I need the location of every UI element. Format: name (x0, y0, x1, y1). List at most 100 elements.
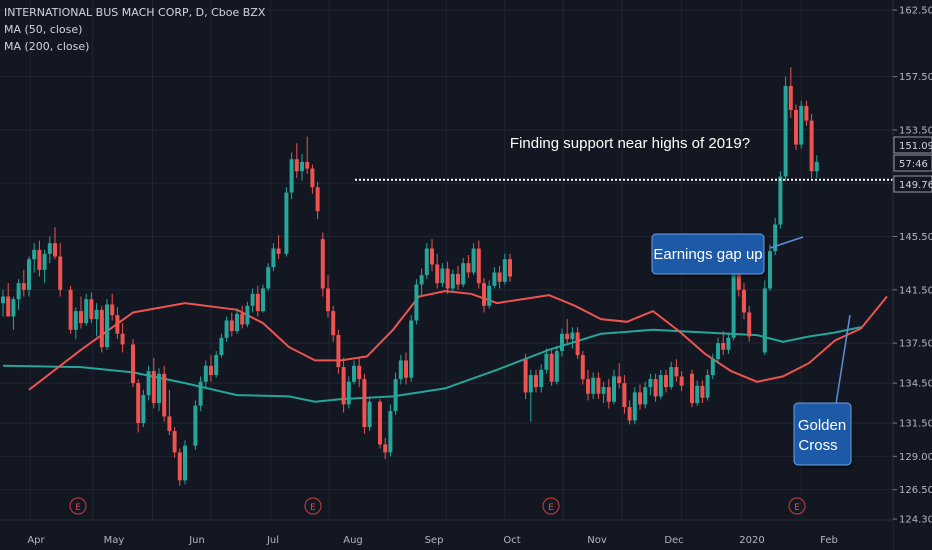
candle-body (466, 263, 471, 273)
ma-200-layer (2, 326, 862, 403)
candle-body (294, 159, 299, 172)
earnings-marker (788, 497, 806, 515)
price-countdown: 57:46 (899, 159, 928, 170)
candle-body (261, 288, 265, 312)
candle-body (266, 267, 271, 289)
ma-200-line (2, 326, 862, 403)
candle-body (445, 268, 450, 289)
candle-body (79, 311, 83, 324)
candle-body (47, 243, 52, 254)
candle-body (523, 359, 528, 393)
candle-body (768, 251, 772, 289)
candle-body (502, 259, 507, 282)
y-tick-label: 129.00 (899, 452, 932, 463)
candle-body (157, 373, 161, 404)
candle-body (219, 337, 224, 356)
candle-body (612, 376, 616, 402)
ma50-legend: MA (50, close) (4, 23, 83, 36)
candle-body (193, 405, 198, 446)
candle-body (461, 263, 466, 285)
candle-body (606, 387, 611, 402)
candle-body (357, 365, 362, 380)
candle-body (674, 367, 679, 377)
candle-body (804, 105, 809, 121)
candle-body (245, 305, 250, 325)
candle-body (320, 239, 325, 289)
candle-body (167, 416, 172, 432)
candle-body (68, 289, 73, 330)
candle-body (638, 392, 642, 405)
x-tick-label: Aug (343, 535, 363, 546)
candle-body (32, 249, 37, 260)
candle-body (799, 105, 804, 145)
candle-body (424, 248, 429, 276)
y-tick-label: 124.30 (899, 515, 932, 526)
candle-body (250, 293, 255, 306)
candle-body (73, 311, 78, 330)
candle-body (105, 304, 109, 348)
price-label-upper: 151.09 (899, 141, 932, 152)
candle-body (575, 332, 580, 356)
candle-body (632, 392, 637, 421)
candle-body (53, 243, 57, 257)
x-tick-label: Feb (820, 535, 838, 546)
candle-body (695, 385, 700, 404)
candle-body (565, 333, 570, 340)
candle-body (131, 344, 135, 384)
candle-body (37, 249, 42, 270)
y-tick-label: 153.50 (899, 125, 932, 136)
candle-body (16, 283, 21, 300)
candle-body (497, 272, 502, 282)
candle-body (198, 381, 203, 406)
candle-body (596, 377, 601, 394)
y-tick-label: 157.50 (899, 72, 932, 83)
candle-body (326, 288, 330, 312)
candle-body (601, 387, 606, 394)
candle-body (549, 353, 554, 382)
candle-body (21, 283, 26, 290)
earnings-marker-label: E (794, 503, 800, 513)
y-tick-label: 131.50 (899, 419, 932, 430)
candle-body (240, 313, 245, 325)
candle-body (11, 299, 16, 317)
candle-body (690, 373, 694, 404)
chart-legend: INTERNATIONAL BUS MACH CORP, D, Cboe BZX… (4, 4, 265, 55)
candle-body (315, 187, 320, 212)
candle-body (716, 343, 720, 360)
candle-body (393, 379, 398, 412)
candle-body (229, 320, 234, 332)
candle-body (487, 285, 492, 306)
candle-body (679, 376, 684, 386)
x-tick-label: May (104, 535, 125, 546)
candle-body (726, 337, 731, 350)
x-tick-label: Apr (27, 535, 45, 546)
cross-callout-line2: Cross (798, 437, 837, 454)
candle-body (331, 311, 336, 336)
x-axis-background (0, 520, 893, 550)
candle-body (42, 253, 47, 270)
candle-body (580, 355, 585, 380)
candle-body (700, 385, 705, 398)
candle-body (1, 296, 5, 304)
candle-body (151, 371, 156, 404)
cross-pointer (835, 314, 851, 405)
y-axis-background (893, 0, 932, 550)
candle-body (177, 452, 182, 481)
candle-body (742, 289, 746, 313)
candle-body (450, 273, 455, 289)
y-tick-label: 162.50 (899, 6, 932, 17)
x-tick-label: 2020 (739, 535, 764, 546)
candle-body (58, 256, 63, 290)
candle-body (172, 431, 177, 453)
candle-body (352, 365, 356, 382)
gap-callout-text: Earnings gap up (653, 246, 762, 263)
candle-body (209, 365, 213, 376)
candle-body (388, 411, 393, 453)
candle-body (398, 360, 403, 380)
callouts-layer: Earnings gap up Golden Cross (651, 233, 852, 466)
candle-body (378, 401, 382, 445)
candle-body (710, 359, 715, 376)
candle-body (284, 192, 289, 254)
price-label-upper-box (893, 136, 932, 154)
